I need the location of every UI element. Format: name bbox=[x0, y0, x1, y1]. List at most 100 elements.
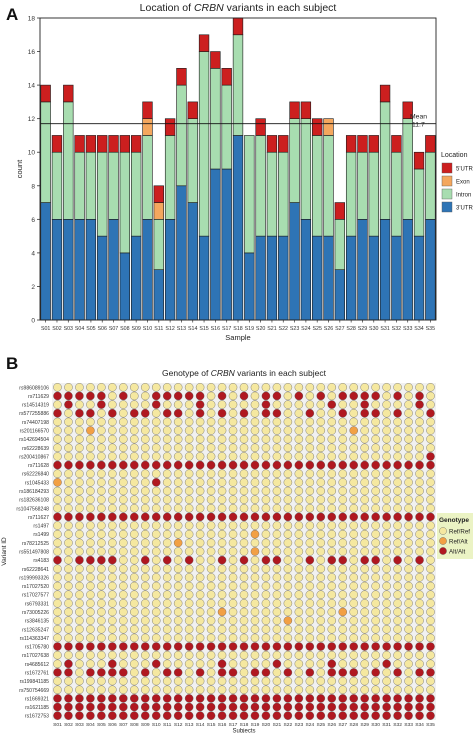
genotype-dot bbox=[426, 694, 435, 703]
genotype-dot bbox=[130, 711, 139, 720]
genotype-dot bbox=[349, 538, 358, 548]
genotype-dot bbox=[195, 469, 205, 478]
genotype-dot bbox=[141, 573, 150, 582]
genotype-dot bbox=[415, 383, 424, 392]
genotype-dot bbox=[141, 668, 150, 677]
genotype-dot bbox=[97, 599, 106, 608]
genotype-dot bbox=[75, 529, 84, 539]
genotype-dot bbox=[327, 434, 337, 444]
genotype-dot bbox=[415, 685, 424, 694]
genotype-dot bbox=[64, 409, 73, 418]
genotype-dot bbox=[349, 512, 358, 522]
genotype-dot bbox=[108, 452, 117, 461]
genotype-dot bbox=[294, 564, 304, 574]
genotype-dot bbox=[151, 452, 161, 461]
genotype-dot bbox=[393, 478, 402, 487]
genotype-dot bbox=[53, 581, 62, 591]
subject-tick-label: S09 bbox=[141, 722, 150, 728]
genotype-dot bbox=[86, 659, 95, 669]
genotype-dot bbox=[294, 676, 304, 686]
genotype-dot bbox=[283, 564, 293, 574]
genotype-dot bbox=[206, 443, 216, 453]
variant-id-label: rs1705780 bbox=[25, 645, 49, 651]
genotype-dot bbox=[108, 616, 117, 625]
genotype-dot bbox=[53, 426, 62, 435]
genotype-dot bbox=[250, 443, 260, 453]
subject-tick-label: S22 bbox=[284, 722, 293, 728]
genotype-dot bbox=[360, 486, 369, 496]
subject-tick-label: S31 bbox=[382, 722, 391, 728]
genotype-dot bbox=[327, 409, 337, 418]
genotype-dot bbox=[415, 702, 424, 712]
genotype-dot bbox=[393, 581, 402, 591]
genotype-dot bbox=[228, 409, 238, 418]
genotype-dot bbox=[64, 694, 73, 703]
genotype-dot bbox=[228, 599, 238, 608]
y-tick-label: 10 bbox=[28, 150, 36, 157]
genotype-dot bbox=[151, 555, 161, 565]
mean-label: Mean bbox=[410, 114, 427, 121]
genotype-dot bbox=[305, 426, 315, 435]
genotype-dot bbox=[119, 434, 128, 444]
x-tick-label: S23 bbox=[290, 326, 299, 332]
x-tick-label: S25 bbox=[312, 326, 321, 332]
genotype-dot bbox=[162, 495, 172, 504]
genotype-dot bbox=[393, 650, 402, 660]
genotype-dot bbox=[97, 443, 106, 453]
genotype-dot bbox=[64, 607, 73, 617]
genotype-dot bbox=[151, 573, 161, 582]
genotype-dot bbox=[261, 607, 271, 617]
genotype-dot bbox=[162, 633, 172, 643]
genotype-dot bbox=[108, 547, 117, 556]
genotype-dot bbox=[327, 529, 337, 539]
genotype-dot bbox=[261, 685, 271, 694]
genotype-dot bbox=[239, 391, 249, 401]
genotype-dot bbox=[130, 400, 139, 409]
genotype-dot bbox=[371, 512, 380, 522]
genotype-dot bbox=[393, 512, 402, 522]
genotype-dot bbox=[217, 633, 227, 643]
genotype-dot bbox=[206, 694, 216, 703]
x-tick-label: S02 bbox=[52, 326, 61, 332]
genotype-dot bbox=[426, 495, 435, 504]
genotype-dot bbox=[108, 383, 117, 392]
genotype-dot bbox=[119, 409, 128, 418]
genotype-dot bbox=[53, 685, 62, 694]
bar-segment bbox=[312, 135, 323, 237]
bar-segment bbox=[221, 68, 232, 86]
genotype-dot bbox=[426, 469, 435, 478]
genotype-dot bbox=[206, 642, 216, 651]
genotype-dot bbox=[327, 633, 337, 643]
x-tick-label: S15 bbox=[199, 326, 208, 332]
variant-id-label: rs199993326 bbox=[19, 575, 49, 581]
genotype-dot bbox=[141, 391, 150, 401]
genotype-dot bbox=[53, 633, 62, 643]
genotype-dot bbox=[305, 599, 315, 608]
genotype-dot bbox=[195, 486, 205, 496]
genotype-dot bbox=[184, 633, 194, 643]
genotype-dot bbox=[141, 633, 150, 643]
genotype-dot bbox=[382, 434, 391, 444]
genotype-dot bbox=[173, 711, 183, 720]
genotype-dot bbox=[86, 573, 95, 582]
genotype-dot bbox=[327, 443, 337, 453]
genotype-dot bbox=[162, 607, 172, 617]
genotype-dot bbox=[283, 599, 293, 608]
genotype-dot bbox=[250, 564, 260, 574]
genotype-dot bbox=[261, 400, 271, 409]
genotype-dot bbox=[75, 383, 84, 392]
x-tick-label: S14 bbox=[188, 326, 197, 332]
bar-segment bbox=[379, 84, 391, 103]
genotype-dot bbox=[64, 668, 73, 677]
genotype-dot bbox=[261, 538, 271, 548]
bar-segment bbox=[85, 219, 97, 321]
genotype-dot bbox=[404, 607, 413, 617]
bar-segment bbox=[119, 135, 131, 153]
genotype-dot bbox=[195, 452, 205, 461]
genotype-dot bbox=[86, 633, 95, 643]
genotype-dot bbox=[305, 512, 315, 522]
genotype-dot bbox=[108, 538, 117, 548]
location-stacked-bar-chart: A Location of CRBN variants in each subje… bbox=[6, 2, 473, 342]
bar-segment bbox=[413, 151, 425, 170]
genotype-dot bbox=[217, 409, 227, 418]
